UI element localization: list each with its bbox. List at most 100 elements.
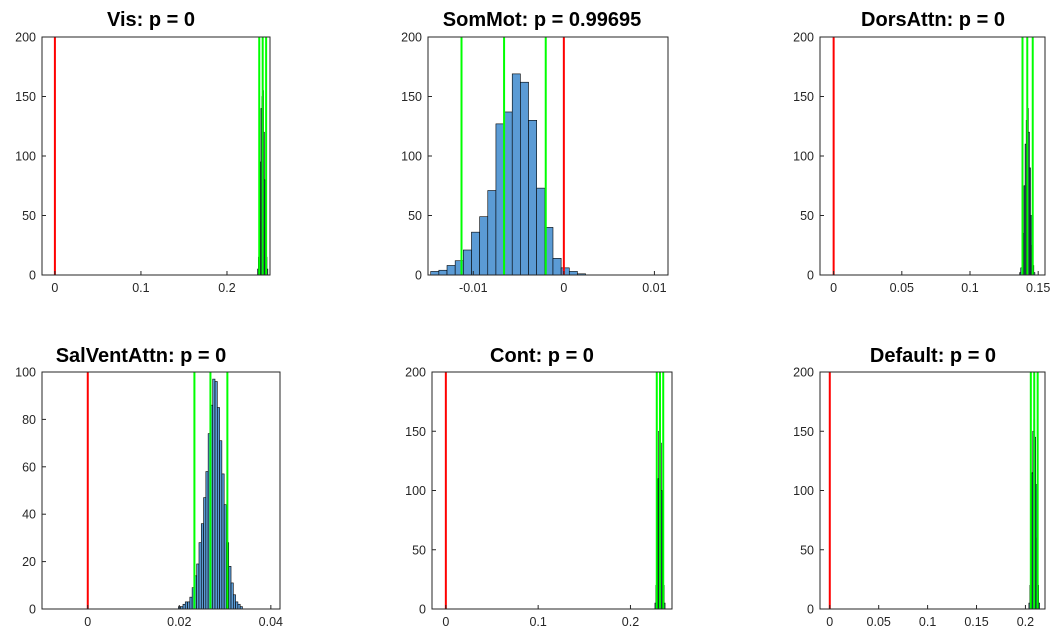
x-tick-label: 0.15 — [1026, 281, 1050, 295]
histogram-bar — [447, 265, 455, 275]
x-tick-label: 0.04 — [259, 615, 283, 629]
panel-title: Vis: p = 0 — [107, 9, 195, 31]
histogram-bar — [201, 524, 203, 609]
histogram-bar — [231, 583, 233, 609]
axes-box — [42, 372, 280, 609]
histogram-bar — [238, 604, 240, 609]
histogram-bar — [431, 271, 439, 275]
y-tick-label: 200 — [793, 31, 814, 45]
plot-area — [431, 37, 586, 275]
y-tick-label: 150 — [405, 425, 426, 439]
x-tick-label: 0 — [826, 615, 833, 629]
histogram-bar — [504, 112, 512, 275]
panel-cont: Cont: p = 0 0 50 100 150 200 0 0.1 0.2 — [405, 345, 672, 629]
histogram-bar — [215, 381, 217, 609]
panel-title: DorsAttn: p = 0 — [861, 9, 1005, 31]
panel-title: SomMot: p = 0.99695 — [443, 9, 641, 31]
histogram-bar — [471, 232, 479, 275]
x-tick-label: 0 — [830, 281, 837, 295]
panel-sommot: SomMot: p = 0.99695 0 50 100 150 200 -0.01 0 0.… — [401, 9, 668, 295]
histogram-bar — [183, 604, 185, 609]
histogram-bar — [204, 498, 206, 609]
y-tick-label: 0 — [807, 269, 814, 283]
histogram-bar — [220, 441, 222, 609]
y-tick-label: 50 — [800, 209, 814, 223]
y-tick-label: 20 — [22, 555, 36, 569]
x-tick-label: 0.02 — [167, 615, 191, 629]
histogram-bar — [199, 543, 201, 609]
y-tick-label: 100 — [15, 150, 36, 164]
histogram-bar — [512, 74, 520, 275]
y-tick-label: 150 — [793, 90, 814, 104]
histogram-bar — [222, 474, 224, 609]
x-tick-label: -0.01 — [459, 281, 488, 295]
y-tick-label: 100 — [405, 484, 426, 498]
y-tick-label: 80 — [22, 413, 36, 427]
axes-box — [820, 372, 1045, 609]
panel-title: Default: p = 0 — [870, 345, 996, 367]
histogram-bar — [1039, 603, 1040, 609]
y-tick-label: 60 — [22, 460, 36, 474]
histogram-bar — [190, 597, 192, 609]
histogram-bar — [520, 82, 528, 275]
panel-title: Cont: p = 0 — [490, 345, 594, 367]
x-tick-label: 0.05 — [890, 281, 914, 295]
x-tick-label: 0 — [442, 615, 449, 629]
histogram-bar — [561, 268, 569, 275]
x-tick-label: 0.2 — [622, 615, 639, 629]
histogram-bar — [213, 379, 215, 609]
histogram-bar — [206, 472, 208, 609]
y-tick-label: 0 — [807, 603, 814, 617]
plot-area — [55, 37, 268, 275]
y-tick-label: 50 — [408, 209, 422, 223]
panel-dorsattn: DorsAttn: p = 0 0501001502000 0.05 0.1 0.15 — [793, 9, 1050, 295]
y-tick-label: 0 — [29, 269, 36, 283]
x-tick-label: 0.01 — [642, 281, 666, 295]
x-tick-label: 0 — [84, 615, 91, 629]
y-tick-label: 100 — [793, 484, 814, 498]
x-tick-label: 0.1 — [529, 615, 546, 629]
y-tick-label: 0 — [419, 603, 426, 617]
histogram-bar — [463, 250, 471, 275]
histogram-bar — [229, 566, 231, 609]
x-tick-label: 0.1 — [961, 281, 978, 295]
plot-area — [834, 37, 1035, 275]
y-tick-label: 100 — [401, 150, 422, 164]
histogram-bar — [664, 603, 665, 609]
y-tick-label: 200 — [405, 366, 426, 380]
x-tick-label: 0 — [560, 281, 567, 295]
histogram-bar — [217, 408, 219, 609]
histogram-bar — [188, 602, 190, 609]
histogram-bar — [496, 124, 504, 275]
axes-box — [42, 37, 270, 275]
y-tick-label: 50 — [800, 543, 814, 557]
y-tick-label: 0 — [29, 603, 36, 617]
y-tick-label: 150 — [15, 90, 36, 104]
x-tick-label: 0.2 — [218, 281, 235, 295]
histogram-bar — [185, 602, 187, 609]
panel-vis: Vis: p = 0 0 50 100 150 200 0 0.1 0.2 — [15, 9, 270, 295]
plot-area — [830, 372, 1040, 609]
y-tick-label: 50 — [412, 543, 426, 557]
histogram-bar — [488, 191, 496, 275]
histogram-bar — [529, 120, 537, 275]
x-tick-label: 0.1 — [919, 615, 936, 629]
histogram-bar — [233, 595, 235, 609]
histogram-bar — [439, 270, 447, 275]
histogram-bar — [569, 271, 577, 275]
panel-title: SalVentAttn: p = 0 — [56, 345, 227, 367]
plot-area — [446, 372, 665, 609]
histogram-bar — [553, 258, 561, 275]
histogram-bar — [537, 188, 545, 275]
axes-box — [432, 372, 672, 609]
y-tick-label: 50 — [22, 209, 36, 223]
x-tick-label: 0.2 — [1017, 615, 1034, 629]
histogram-bar — [480, 217, 488, 275]
panel-salventattn: SalVentAttn: p = 0 0 20 40 60 80 100 0 0.02 0.04 — [15, 345, 283, 629]
x-tick-label: 0 — [51, 281, 58, 295]
y-tick-label: 200 — [15, 31, 36, 45]
x-tick-label: 0.15 — [964, 615, 988, 629]
plot-area — [88, 372, 243, 609]
y-tick-label: 200 — [793, 366, 814, 380]
